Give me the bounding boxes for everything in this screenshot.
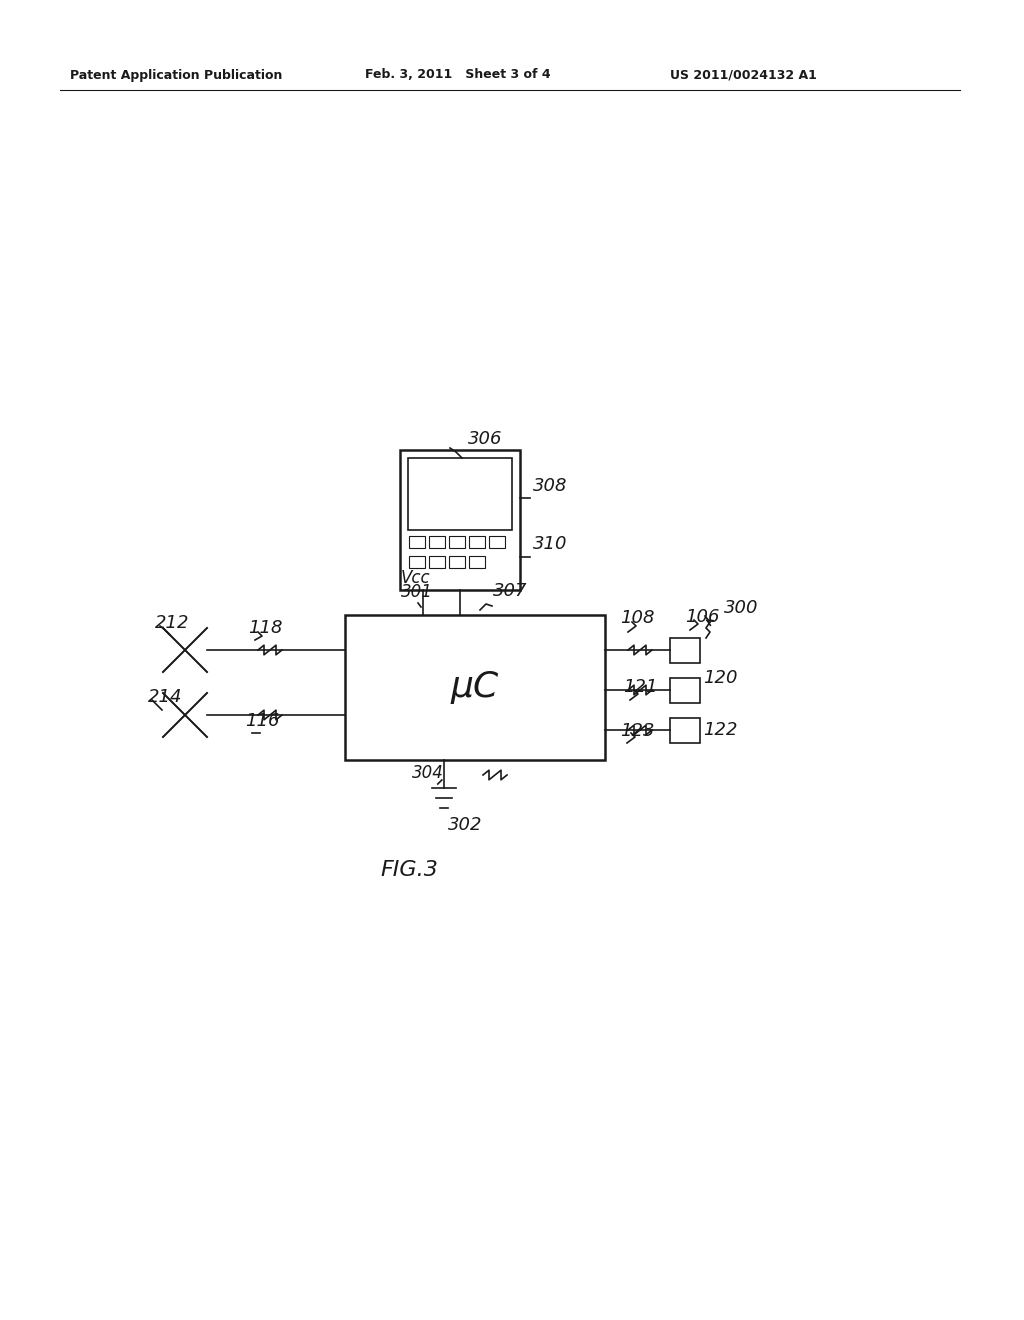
Text: 307: 307	[493, 582, 527, 601]
Text: 212: 212	[155, 614, 189, 632]
Text: 118: 118	[248, 619, 283, 638]
Text: 116: 116	[245, 711, 280, 730]
Text: 214: 214	[148, 688, 182, 706]
Text: 300: 300	[724, 599, 759, 616]
Text: 121: 121	[623, 678, 657, 696]
Text: 308: 308	[534, 477, 567, 495]
Text: 122: 122	[703, 721, 737, 739]
Bar	[449, 556, 465, 568]
Text: 108: 108	[620, 609, 654, 627]
Text: Patent Application Publication: Patent Application Publication	[70, 69, 283, 82]
Text: US 2011/0024132 A1: US 2011/0024132 A1	[670, 69, 817, 82]
Text: 304: 304	[412, 764, 443, 781]
Bar	[345, 615, 605, 760]
Text: 120: 120	[703, 669, 737, 686]
Text: 301: 301	[401, 583, 433, 601]
Bar	[409, 536, 425, 548]
Text: 123: 123	[620, 722, 654, 741]
Text: 310: 310	[534, 535, 567, 553]
Text: FIG.3: FIG.3	[380, 861, 438, 880]
Bar	[408, 458, 512, 531]
Text: Feb. 3, 2011   Sheet 3 of 4: Feb. 3, 2011 Sheet 3 of 4	[365, 69, 551, 82]
Bar	[670, 678, 700, 704]
Bar	[429, 536, 445, 548]
Bar	[469, 536, 485, 548]
Bar	[429, 556, 445, 568]
Text: 306: 306	[468, 430, 503, 447]
Bar	[469, 556, 485, 568]
Text: 302: 302	[447, 816, 482, 834]
Bar	[670, 718, 700, 743]
Text: 106: 106	[685, 609, 720, 626]
Text: Vcc: Vcc	[401, 569, 431, 587]
Text: μC: μC	[451, 671, 499, 705]
Bar	[670, 638, 700, 663]
Bar	[449, 536, 465, 548]
Bar	[409, 556, 425, 568]
Bar	[400, 450, 520, 590]
Bar	[489, 536, 505, 548]
